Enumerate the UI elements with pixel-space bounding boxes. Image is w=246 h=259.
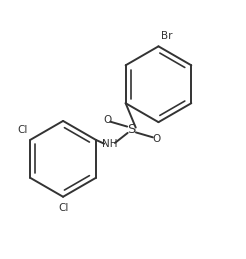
Text: Cl: Cl: [17, 125, 28, 135]
Text: Br: Br: [161, 31, 172, 41]
Text: NH: NH: [102, 139, 117, 149]
Text: Cl: Cl: [58, 203, 68, 213]
Text: S: S: [127, 123, 136, 136]
Text: O: O: [152, 134, 160, 144]
Text: O: O: [103, 115, 111, 125]
